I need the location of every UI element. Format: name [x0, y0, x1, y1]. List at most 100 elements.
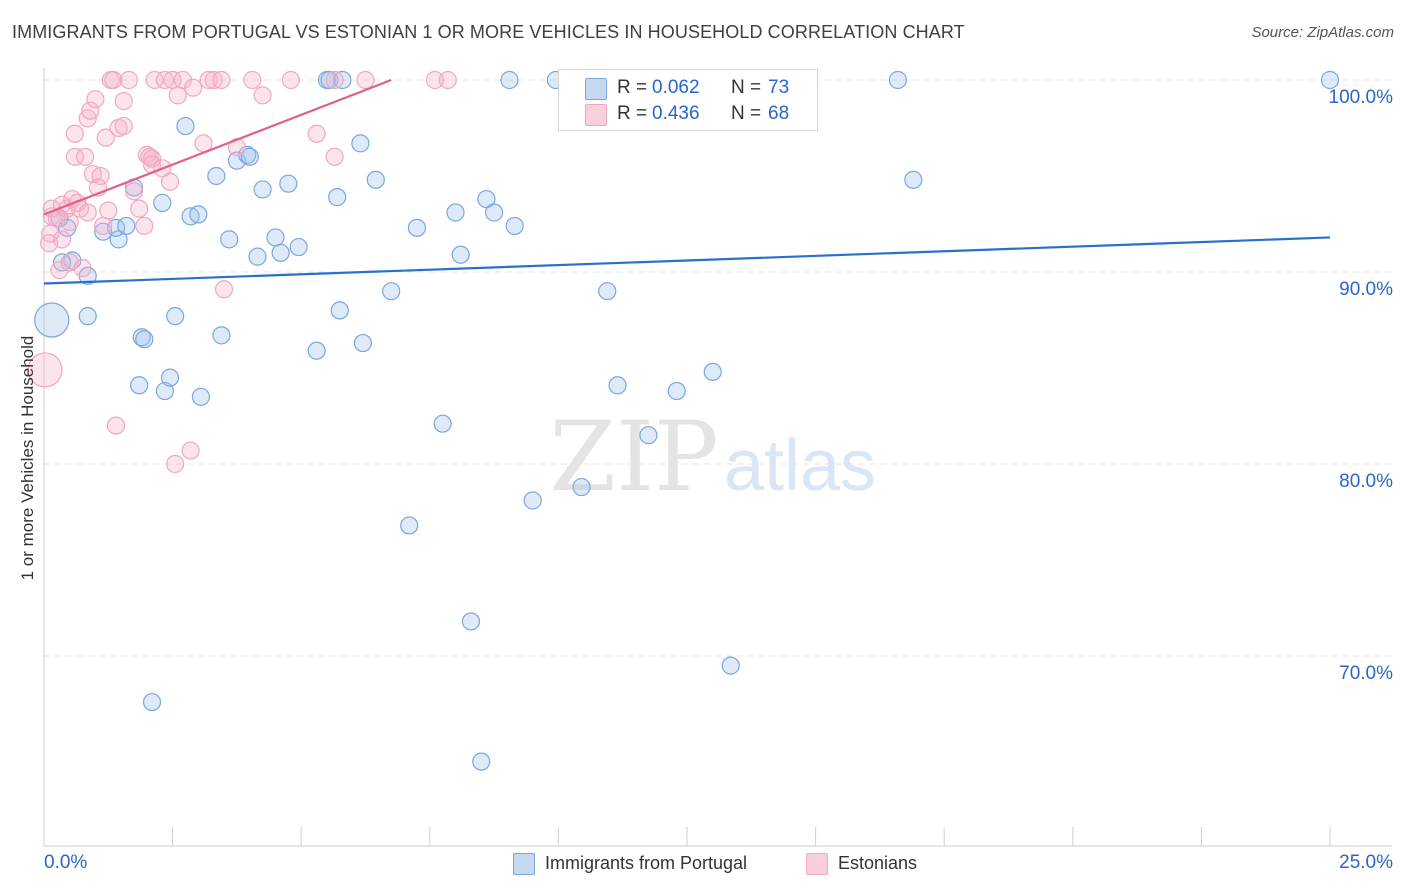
point-estonians — [166, 454, 185, 474]
point-portugal — [407, 218, 427, 237]
point-portugal — [266, 228, 285, 247]
point-portugal — [608, 376, 627, 395]
point-portugal — [446, 203, 465, 222]
r-label: R = — [617, 77, 648, 98]
r-label: R = — [617, 103, 648, 124]
point-estonians — [114, 92, 133, 111]
point-estonians — [86, 90, 105, 109]
point-portugal — [117, 216, 136, 236]
trend-lines — [43, 78, 1331, 285]
point-portugal — [153, 193, 172, 212]
point-portugal — [176, 116, 195, 136]
point-estonians — [438, 70, 457, 90]
point-estonians — [50, 260, 69, 280]
point-estonians — [325, 70, 344, 90]
point-portugal — [330, 301, 349, 320]
point-estonians — [65, 124, 84, 143]
point-portugal — [155, 381, 174, 401]
point-portugal — [351, 134, 370, 153]
point-portugal — [160, 368, 180, 387]
legend-label-estonians: Estonians — [838, 853, 918, 873]
point-estonians — [65, 147, 84, 166]
point-portugal — [333, 70, 352, 90]
point-portugal — [166, 307, 185, 326]
point-portugal — [400, 516, 419, 535]
point-estonians — [73, 259, 92, 278]
n-value: 73 — [768, 77, 790, 98]
point-estonians — [94, 216, 113, 236]
point-portugal — [189, 205, 208, 224]
legend-item-portugal[interactable]: Immigrants from Portugal — [513, 852, 783, 876]
legend-swatch-portugal — [585, 78, 607, 100]
point-portugal — [135, 330, 154, 349]
point-estonians — [155, 70, 174, 90]
point-estonians — [356, 70, 375, 90]
point-portugal — [485, 203, 504, 222]
point-estonians — [307, 124, 326, 143]
point-estonians — [81, 101, 100, 120]
point-portugal — [307, 341, 326, 360]
legend-item-estonians[interactable]: Estonians — [806, 852, 936, 876]
point-portugal — [253, 180, 272, 199]
point-portugal — [279, 174, 298, 193]
point-estonians — [184, 78, 203, 97]
point-portugal — [130, 376, 149, 395]
point-portugal — [888, 70, 908, 90]
point-estonians — [76, 147, 95, 166]
point-portugal — [220, 230, 239, 249]
point-estonians — [425, 70, 445, 90]
r-value: 0.062 — [652, 77, 700, 98]
point-portugal — [703, 362, 722, 381]
point-estonians — [199, 70, 218, 90]
point-estonians — [78, 203, 97, 222]
point-estonians — [114, 116, 133, 136]
point-portugal — [320, 70, 339, 90]
point-portugal — [572, 477, 591, 497]
point-estonians — [96, 128, 115, 147]
point-portugal — [366, 170, 385, 189]
point-portugal — [248, 247, 267, 266]
tick-labels: 100.0% 90.0% 80.0% 70.0% 0.0% 25.0% — [44, 87, 1393, 873]
point-portugal — [505, 216, 524, 236]
point-estonians — [212, 70, 231, 90]
chart-title: IMMIGRANTS FROM PORTUGAL VS ESTONIAN 1 O… — [12, 22, 965, 42]
legend-swatch-estonians — [806, 853, 828, 875]
stats-legend: R = 0.062 N = 73 R = 0.436 N = 68 — [558, 69, 818, 131]
point-estonians — [119, 70, 138, 90]
point-estonians — [214, 280, 234, 299]
point-portugal — [451, 245, 470, 264]
source-credit: Source: ZipAtlas.com — [1251, 24, 1394, 41]
point-portugal — [353, 333, 373, 353]
point-estonians — [130, 199, 149, 218]
y-tick-label: 70.0% — [1339, 663, 1393, 684]
point-estonians — [27, 352, 63, 388]
point-estonians — [181, 441, 200, 460]
point-estonians — [124, 182, 144, 201]
point-estonians — [173, 70, 192, 90]
point-estonians — [204, 70, 223, 90]
point-portugal — [212, 326, 231, 345]
point-estonians — [99, 201, 118, 220]
point-portugal — [477, 189, 496, 209]
point-portugal — [382, 282, 401, 301]
legend-label-portugal: Immigrants from Portugal — [545, 853, 748, 873]
x-tick-label-min: 0.0% — [44, 852, 87, 873]
axes — [43, 68, 1392, 847]
point-estonians — [104, 70, 123, 90]
point-estonians — [41, 224, 60, 243]
point-estonians — [106, 416, 126, 435]
point-portugal — [240, 147, 259, 166]
point-portugal — [523, 491, 542, 510]
y-tick-label: 80.0% — [1339, 471, 1393, 492]
point-estonians — [52, 230, 72, 249]
point-portugal — [721, 656, 740, 675]
point-portugal — [109, 230, 128, 249]
point-portugal — [667, 381, 686, 401]
point-estonians — [145, 70, 164, 90]
y-tick-label: 100.0% — [1329, 87, 1394, 108]
point-estonians — [135, 216, 154, 236]
legend-swatch-estonians — [585, 104, 607, 126]
point-portugal — [500, 70, 519, 90]
point-estonians — [60, 212, 79, 232]
